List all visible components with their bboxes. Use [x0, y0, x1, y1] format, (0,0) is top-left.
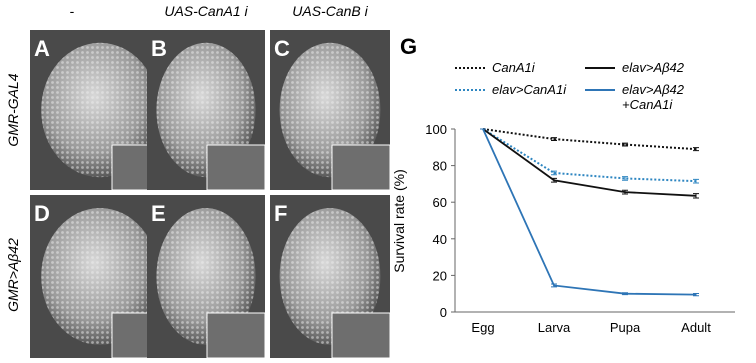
error-bar [622, 292, 628, 296]
error-bar [551, 283, 557, 288]
y-tick-label: 60 [433, 195, 447, 210]
eye-facets [156, 42, 256, 178]
y-tick-label: 100 [425, 122, 447, 137]
error-bar [622, 189, 628, 195]
legend-label: CanA1i [492, 60, 535, 75]
column-header: UAS-CanA1 i [164, 3, 248, 19]
legend-label: elav>Aβ42 +CanA1i [622, 82, 684, 112]
column-header: UAS-CanB i [292, 3, 368, 19]
panel-label: G [400, 34, 417, 59]
column-header: - [70, 3, 75, 19]
row-label: GMR-GAL4 [5, 73, 21, 146]
panel-letter: A [34, 36, 50, 61]
series-line [482, 128, 697, 197]
series-line [482, 128, 697, 151]
error-bar [551, 177, 557, 183]
series-line [482, 128, 697, 296]
error-bar [693, 178, 699, 184]
inset [206, 312, 266, 359]
error-bar [693, 147, 699, 152]
series-line [482, 128, 697, 183]
y-tick-label: 40 [433, 232, 447, 247]
panel-letter: E [151, 201, 166, 226]
y-tick-label: 0 [440, 305, 447, 320]
eye-facets [41, 208, 159, 345]
error-bar [622, 142, 628, 147]
x-tick-label: Adult [681, 320, 711, 335]
panel-letter: F [274, 201, 287, 226]
legend-label: elav>Aβ42 [622, 60, 684, 75]
panel-letter: B [151, 36, 167, 61]
error-bar [693, 293, 699, 297]
error-bar [622, 176, 628, 181]
panel-letter: D [34, 201, 50, 226]
x-tick-label: Larva [538, 320, 571, 335]
x-tick-label: Pupa [610, 320, 641, 335]
eye-facets [279, 208, 381, 345]
panel-letter: C [274, 36, 290, 61]
inset [206, 144, 266, 191]
inset [331, 144, 391, 191]
error-bar [551, 137, 557, 142]
row-label: GMR>Aβ42 [5, 238, 21, 312]
y-tick-label: 80 [433, 159, 447, 174]
x-tick-label: Egg [471, 320, 494, 335]
eye-facets [41, 42, 159, 178]
y-tick-label: 20 [433, 268, 447, 283]
error-bar [551, 170, 557, 176]
eye-facets [156, 208, 256, 345]
inset [331, 312, 391, 359]
y-axis-label: Survival rate (%) [391, 169, 407, 272]
error-bar [693, 193, 699, 199]
eye-facets [279, 42, 381, 178]
legend-label: elav>CanA1i [492, 82, 567, 97]
